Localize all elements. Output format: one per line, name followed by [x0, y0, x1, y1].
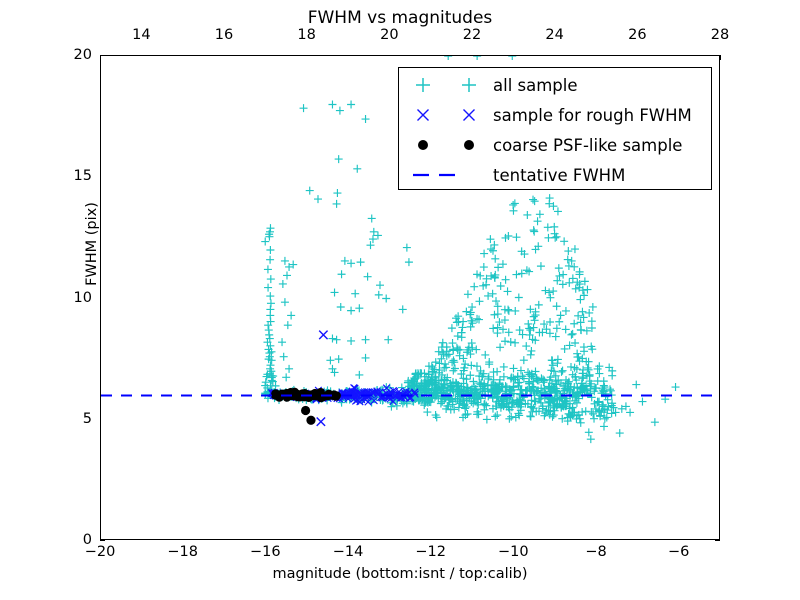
top-tick-label: 28 — [710, 27, 730, 43]
top-tick-label: 20 — [380, 27, 399, 43]
chart-title: FWHM vs magnitudes — [307, 8, 493, 28]
x-tick-label: −18 — [167, 544, 198, 560]
legend-entry-rough-fwhm: sample for rough FWHM — [399, 100, 711, 130]
y-tick-label: 0 — [82, 532, 92, 548]
legend-label: coarse PSF-like sample — [493, 135, 683, 155]
top-tick-mark — [720, 55, 721, 60]
x-axis-label: magnitude (bottom:isnt / top:calib) — [272, 566, 528, 582]
top-tick-label: 22 — [462, 27, 482, 43]
dashed-line-icon — [399, 160, 493, 190]
legend-label: tentative FWHM — [493, 165, 626, 185]
y-tick-label: 5 — [82, 410, 92, 427]
cross-icon — [399, 100, 493, 130]
legend-entry-all-sample: all sample — [399, 70, 711, 100]
top-tick-label: 16 — [214, 27, 234, 43]
x-tick-label: −20 — [84, 544, 116, 560]
legend-label: all sample — [493, 75, 578, 95]
y-tick-label: 20 — [73, 47, 92, 63]
legend-label: sample for rough FWHM — [493, 105, 692, 125]
y-tick-label: 10 — [73, 289, 92, 306]
top-tick-label: 18 — [297, 27, 316, 43]
top-tick-label: 26 — [628, 27, 647, 43]
x-tick-label: −16 — [250, 544, 281, 560]
y-tick-mark — [100, 540, 105, 541]
x-tick-label: −6 — [667, 544, 690, 560]
top-tick-label: 14 — [132, 27, 151, 43]
x-tick-label: −10 — [498, 544, 529, 560]
x-tick-label: −12 — [415, 544, 446, 560]
plus-icon — [399, 70, 493, 100]
legend-box: all sample sample for rough FWHM coarse … — [398, 67, 712, 190]
legend-entry-psf-like: coarse PSF-like sample — [399, 130, 711, 160]
legend-entry-tentative-fwhm: tentative FWHM — [399, 160, 711, 190]
dot-icon — [399, 130, 493, 160]
x-tick-label: −8 — [585, 544, 607, 560]
y-tick-label: 15 — [73, 168, 92, 185]
x-tick-label: −14 — [332, 544, 364, 560]
y-tick-mark-right — [715, 540, 720, 541]
top-tick-label: 24 — [545, 27, 564, 43]
